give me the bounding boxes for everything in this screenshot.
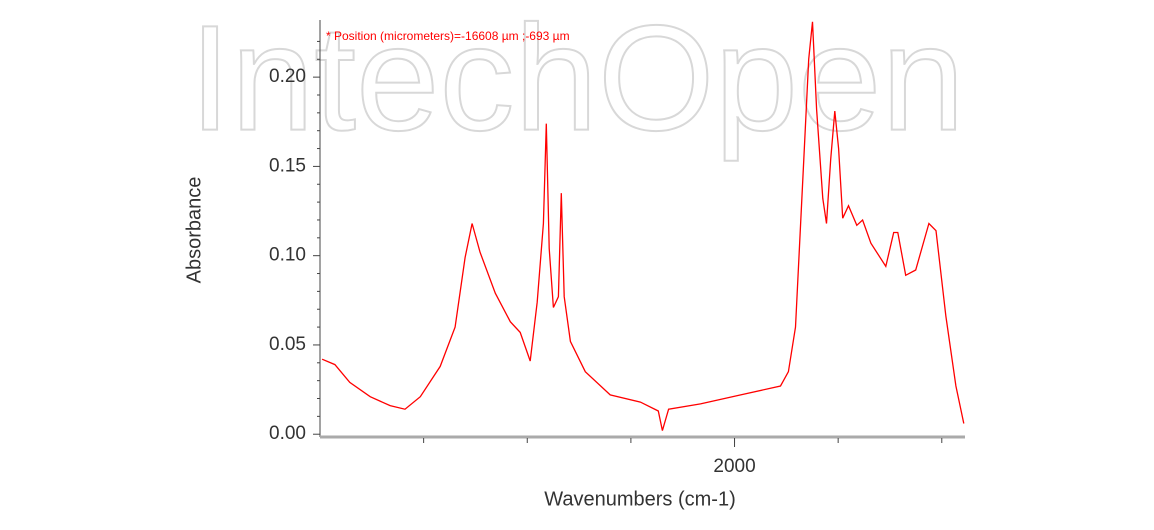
y-tick-label: 0.00 [269, 423, 306, 444]
x-tick-label: 2000 [713, 456, 755, 477]
spectrum-line [321, 21, 965, 431]
y-axis-label: Absorbance [183, 177, 205, 284]
y-tick-label: 0.20 [269, 66, 306, 87]
y-tick-label: 0.10 [269, 245, 306, 266]
x-axis-label: Wavenumbers (cm-1) [544, 488, 736, 510]
watermark: IntechOpen [189, 0, 965, 162]
y-tick-label: 0.15 [269, 155, 306, 176]
y-tick-label: 0.05 [269, 334, 306, 355]
annotation: * Position (micrometers)=-16608 µm ;-693… [326, 29, 570, 43]
